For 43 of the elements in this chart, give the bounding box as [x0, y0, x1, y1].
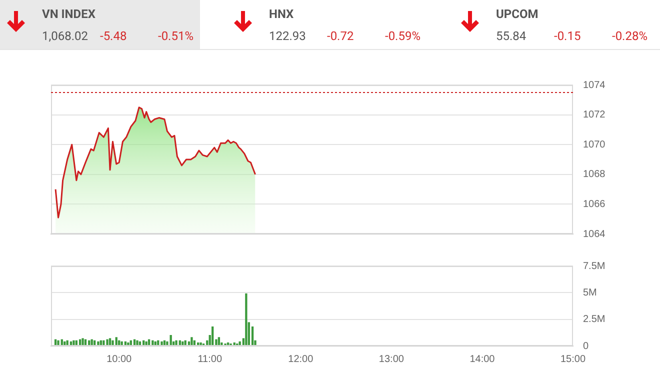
bar: [238, 341, 241, 346]
text: -5.48: [100, 29, 127, 43]
text: -0.15: [554, 29, 581, 43]
bar: [97, 341, 100, 346]
x-tick-label: 14:00: [470, 354, 496, 365]
text: 122.93: [269, 29, 306, 43]
bar: [120, 341, 123, 346]
text: 55.84: [496, 29, 526, 43]
bar: [175, 340, 178, 346]
y-tick-label: 5M: [583, 287, 597, 298]
bar: [145, 341, 148, 346]
text: UPCOM: [496, 7, 538, 21]
y-tick-label: 1070: [583, 139, 606, 150]
bar: [72, 340, 75, 346]
y-tick-label: 1074: [583, 80, 606, 91]
bar: [160, 341, 163, 346]
text: -0.59%: [385, 29, 421, 43]
y-tick-label: 1064: [583, 228, 606, 240]
x-tick-label: 10:00: [106, 354, 132, 365]
y-tick-label: 0: [583, 340, 589, 352]
bar: [245, 293, 248, 346]
text: -0.72: [327, 29, 354, 43]
y-tick-label: 2.5M: [583, 314, 606, 326]
bar: [57, 340, 60, 346]
x-tick-label: 15:00: [560, 354, 586, 365]
x-tick-label: 11:00: [198, 354, 222, 365]
y-tick-label: 1066: [583, 198, 606, 210]
text: 1,068.02: [42, 29, 88, 43]
x-tick-label: 12:00: [288, 354, 314, 365]
y-tick-label: 1072: [583, 110, 606, 121]
x-tick-label: 13:00: [378, 354, 404, 365]
text: VN INDEX: [42, 7, 96, 21]
text: -0.28%: [612, 29, 648, 43]
bar: [136, 340, 138, 346]
bar: [152, 340, 154, 346]
bar: [82, 338, 84, 346]
bar: [112, 340, 114, 346]
bar: [190, 337, 193, 346]
y-tick-label: 7.5M: [583, 260, 606, 272]
y-tick-label: 1068: [583, 169, 606, 180]
text: HNX: [269, 7, 294, 21]
bar: [106, 339, 108, 346]
text: -0.51%: [158, 29, 194, 43]
